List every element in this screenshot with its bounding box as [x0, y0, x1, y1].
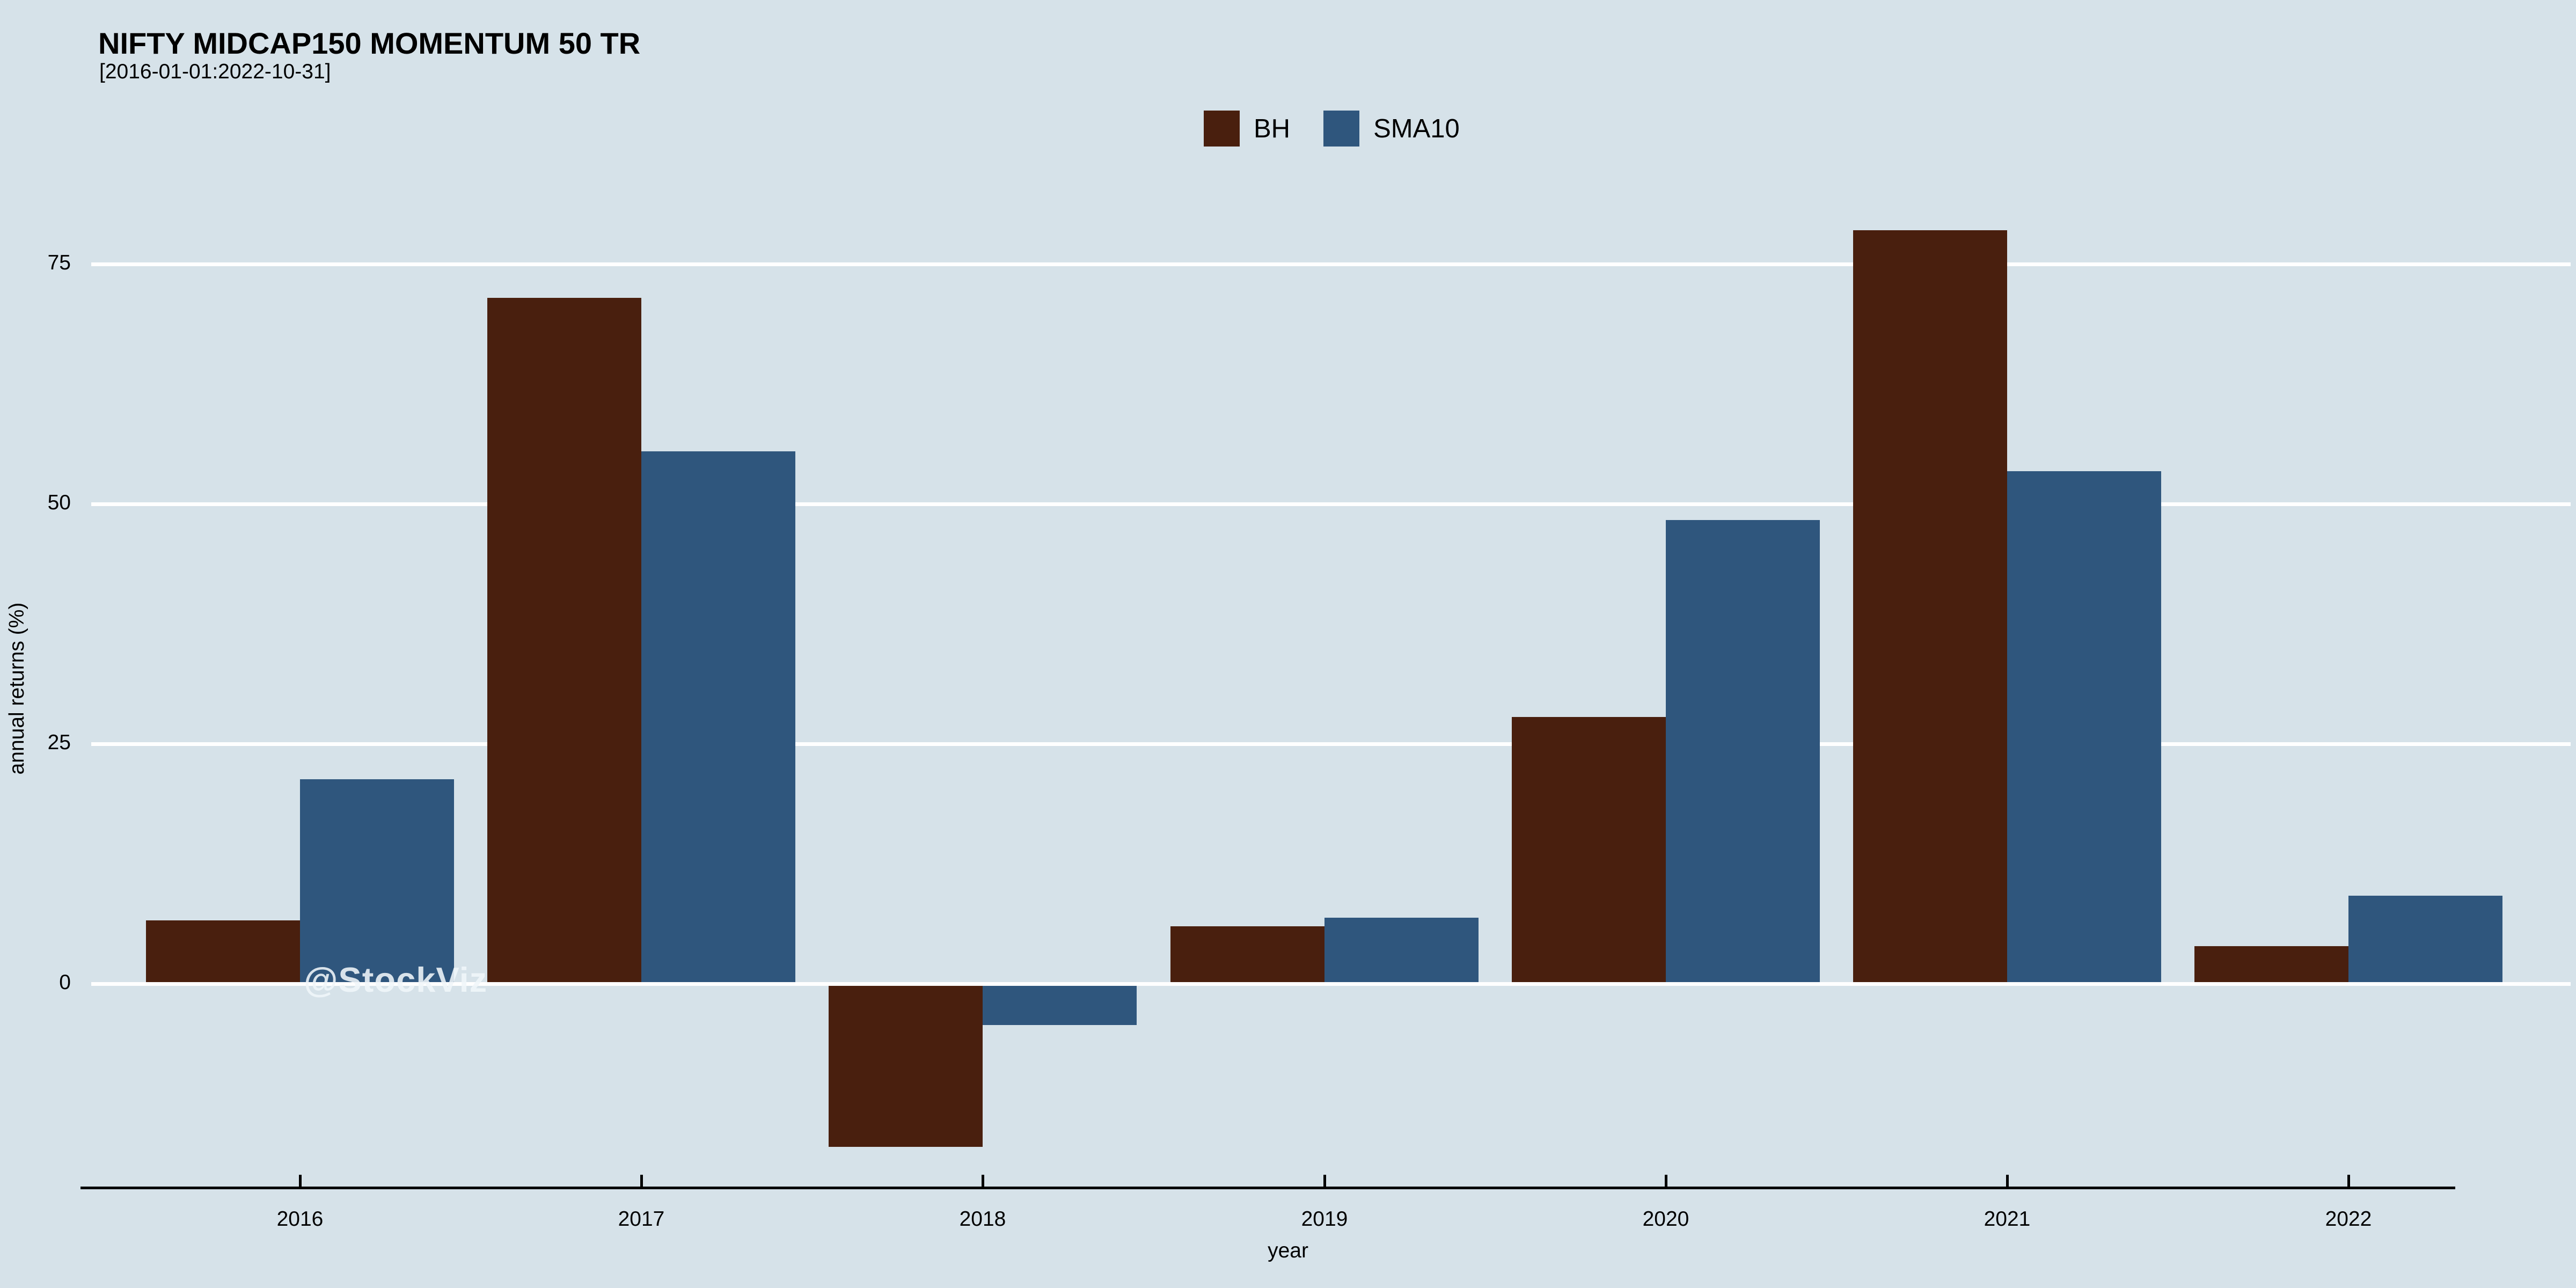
gridline-50	[91, 502, 2571, 506]
x-tick-label-2022: 2022	[2325, 1208, 2372, 1231]
gridline-25	[91, 742, 2571, 746]
x-tick-label-2021: 2021	[1984, 1208, 2031, 1231]
stockviz-watermark: @StockViz	[304, 960, 488, 999]
legend-item-bh: BH	[1204, 111, 1290, 147]
legend-swatch-sma10	[1323, 111, 1360, 147]
y-tick-label-75: 75	[47, 251, 71, 274]
bar-bh-2018	[829, 984, 983, 1147]
legend: BH SMA10	[1204, 111, 1493, 147]
zero-gridline	[91, 982, 2571, 986]
legend-label-bh: BH	[1254, 114, 1291, 143]
bar-sma10-2017	[641, 451, 795, 984]
bar-bh-2019	[1170, 926, 1324, 984]
x-axis-title: year	[1268, 1239, 1308, 1262]
y-axis-title: annual returns (%)	[5, 602, 28, 775]
x-axis-line	[80, 1187, 2455, 1189]
x-tick-2016	[299, 1175, 302, 1187]
x-tick-label-2020: 2020	[1642, 1208, 1689, 1231]
bar-sma10-2020	[1666, 520, 1820, 984]
y-tick-label-25: 25	[47, 731, 71, 754]
x-tick-2018	[982, 1175, 984, 1187]
x-tick-label-2016: 2016	[276, 1208, 324, 1231]
x-tick-2019	[1323, 1175, 1326, 1187]
y-tick-label-0: 0	[59, 971, 71, 994]
bar-sma10-2018	[983, 984, 1137, 1025]
bar-bh-2020	[1512, 716, 1666, 984]
bar-bh-2016	[146, 920, 300, 984]
legend-swatch-bh	[1204, 111, 1240, 147]
legend-label-sma10: SMA10	[1373, 114, 1460, 143]
x-tick-2021	[2006, 1175, 2009, 1187]
chart-subtitle: [2016-01-01:2022-10-31]	[99, 60, 331, 83]
chart-title: NIFTY MIDCAP150 MOMENTUM 50 TR	[98, 26, 641, 60]
bar-sma10-2019	[1324, 917, 1479, 984]
bar-bh-2017	[487, 297, 641, 984]
x-tick-label-2019: 2019	[1301, 1208, 1348, 1231]
x-tick-2017	[640, 1175, 643, 1187]
bar-sma10-2021	[2007, 471, 2161, 984]
bar-bh-2021	[1853, 230, 2007, 984]
bar-bh-2022	[2194, 946, 2348, 984]
y-tick-label-50: 50	[47, 491, 71, 514]
x-tick-2022	[2347, 1175, 2350, 1187]
gridline-75	[91, 262, 2571, 266]
bar-sma10-2016	[300, 779, 454, 984]
bar-sma10-2022	[2348, 895, 2502, 984]
x-tick-2020	[1665, 1175, 1667, 1187]
x-tick-label-2018: 2018	[959, 1208, 1006, 1231]
legend-item-sma10: SMA10	[1323, 111, 1460, 147]
x-tick-label-2017: 2017	[618, 1208, 665, 1231]
